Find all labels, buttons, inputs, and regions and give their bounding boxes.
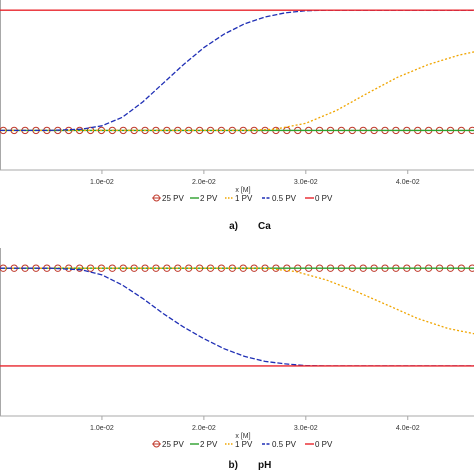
x-tick-label: 3.0e-02 (294, 425, 318, 432)
legend-label: 0.5 PV (272, 194, 297, 203)
legend-label: 25 PV (162, 440, 184, 449)
chart-title: pH (258, 460, 271, 471)
legend-label: 0.5 PV (272, 440, 297, 449)
legend-label: 25 PV (162, 194, 184, 203)
x-tick-label: 1.0e-02 (90, 425, 114, 432)
legend-label: 2 PV (200, 440, 218, 449)
chart-panel-ca: 1.0e-02 2.0e-02 3.0e-02 4.0e-02 x [M] 25 PV 2 … (0, 0, 474, 232)
x-tick-label: 1.0e-02 (90, 179, 114, 186)
series-1pv-line (0, 51, 474, 132)
panel-label: a) (229, 221, 238, 232)
x-axis-label: x [M] (235, 433, 250, 440)
series-05pv-line (0, 267, 474, 367)
chart-title: Ca (258, 221, 271, 232)
x-tick-label: 4.0e-02 (396, 425, 420, 432)
legend-label: 1 PV (235, 440, 253, 449)
legend-marker (153, 440, 160, 448)
legend-marker (153, 194, 160, 202)
series-1pv-line (0, 267, 474, 335)
legend: 25 PV 2 PV 1 PV 0.5 PV 0 PV (152, 440, 333, 449)
series-05pv-line (0, 9, 474, 132)
x-tick-label: 2.0e-02 (192, 425, 216, 432)
legend-label: 0 PV (315, 194, 333, 203)
legend-label: 1 PV (235, 194, 253, 203)
chart-panel-ph: 1.0e-02 2.0e-02 3.0e-02 4.0e-02 x [M] 25 PV 2 … (0, 248, 474, 471)
legend-label: 2 PV (200, 194, 218, 203)
x-axis-label: x [M] (235, 187, 250, 194)
x-tick-label: 2.0e-02 (192, 179, 216, 186)
legend-label: 0 PV (315, 440, 333, 449)
x-tick-label: 3.0e-02 (294, 179, 318, 186)
x-tick-label: 4.0e-02 (396, 179, 420, 186)
legend: 25 PV 2 PV 1 PV 0.5 PV 0 PV (152, 194, 333, 203)
panel-label: b) (229, 460, 238, 471)
